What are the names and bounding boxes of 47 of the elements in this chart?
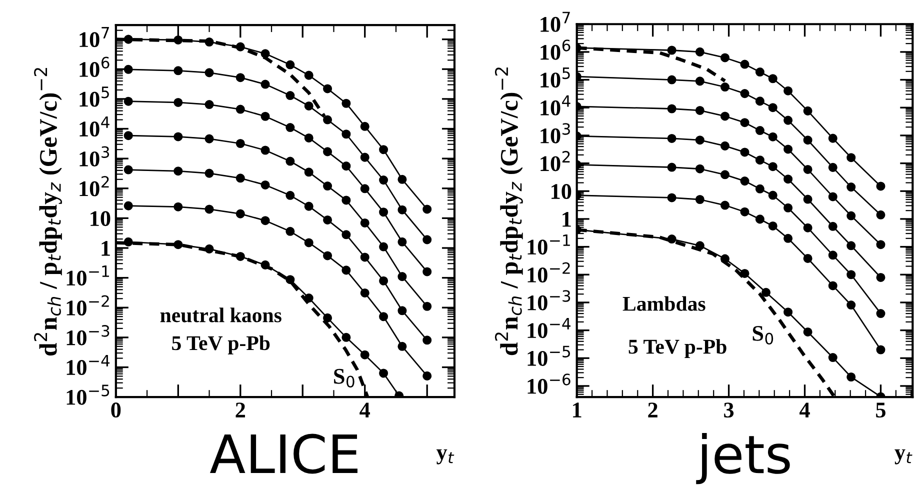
y-tick-label: 10$^{6}$ — [540, 40, 570, 60]
x-axis-title: y$_{t}$ — [436, 449, 454, 464]
annotation: Lambdas — [622, 296, 706, 311]
x-tick-label: 1 — [573, 402, 582, 418]
y-tick-label: 1 — [102, 241, 110, 256]
y-tick-label: 10$^{−5}$ — [66, 384, 110, 405]
x-tick-label: 4 — [360, 402, 370, 418]
text: jets — [696, 433, 790, 484]
y-tick-label: 10$^{−5}$ — [528, 346, 570, 366]
x-tick-label: 0 — [111, 402, 121, 418]
y-tick-label: 10$^{−2}$ — [528, 262, 570, 283]
y-tick-label: 10$^{5}$ — [80, 86, 109, 107]
y-tick-label: 10$^{4}$ — [80, 116, 110, 137]
annotation: neutral kaons — [160, 308, 282, 322]
y-tick-label: 10$^{5}$ — [540, 68, 570, 88]
x-tick-label: 5 — [876, 402, 886, 418]
x-axis-title: y$_{t}$ — [894, 449, 912, 464]
annotation: 5 TeV p-Pb — [172, 336, 270, 354]
y-tick-label: 10$^{3}$ — [540, 123, 570, 144]
y-tick-label: 10$^{2}$ — [80, 176, 109, 196]
y-tick-label: 10$^{−1}$ — [528, 234, 570, 255]
text: d$^{2}$n$_{ch}$ / p$_{t}$dp$_{t}$dy$_{z}$ (GeV/c)$^{−2}$ — [494, 68, 523, 356]
annotation: S$_{0}$ — [334, 368, 354, 388]
y-tick-label: 10$^{−6}$ — [528, 374, 570, 394]
y-tick-label: 10$^{7}$ — [80, 27, 109, 48]
y-tick-label: 10 — [552, 184, 572, 200]
annotation: S$_{0}$ — [752, 326, 774, 345]
y-tick-label: 10$^{−3}$ — [528, 290, 570, 310]
annotation: 5 TeV p-Pb — [628, 339, 726, 358]
y-tick-label: 10$^{4}$ — [540, 95, 570, 116]
x-tick-label: 3 — [724, 402, 734, 418]
y-tick-label: 10$^{−2}$ — [66, 295, 109, 316]
y-tick-label: 1 — [562, 212, 571, 227]
x-tick-label: 2 — [648, 402, 658, 418]
x-tick-label: 2 — [236, 402, 245, 418]
y-tick-label: 10$^{7}$ — [540, 12, 570, 32]
y-tick-label: 10$^{−3}$ — [66, 325, 110, 346]
x-tick-label: 4 — [800, 402, 810, 418]
y-tick-label: 10 — [90, 211, 110, 226]
y-tick-label: 10$^{−4}$ — [66, 354, 110, 376]
y-tick-label: 10$^{2}$ — [540, 150, 570, 172]
text: ALICE — [210, 434, 358, 474]
text: d$^{2}$n$_{ch}$ / p$_{t}$dp$_{t}$dy$_{z}$ (GeV/c)$^{−2}$ — [34, 68, 62, 356]
y-tick-label: 10$^{3}$ — [80, 146, 110, 166]
y-tick-label: 10$^{−4}$ — [528, 318, 570, 338]
y-tick-label: 10$^{6}$ — [80, 56, 110, 78]
y-tick-label: 10$^{−1}$ — [66, 266, 109, 286]
